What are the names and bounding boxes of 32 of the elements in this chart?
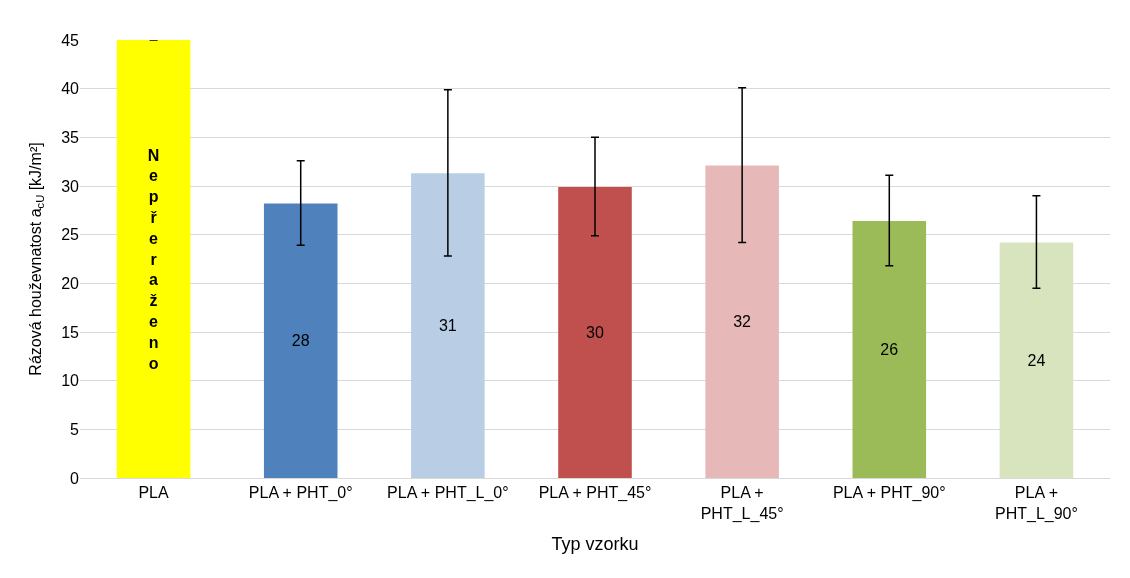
data-label: 28 (291, 332, 310, 350)
x-tick-label: PLA + PHT_90° (832, 484, 946, 503)
x-tick-label: PLA + PHT_L_45° (700, 484, 784, 523)
data-label: 32 (733, 313, 752, 331)
bar (263, 203, 338, 478)
data-label: 24 (1027, 351, 1046, 369)
bar (116, 40, 191, 478)
data-label: 31 (438, 317, 457, 335)
x-tick-label: PLA + PHT_0° (248, 484, 353, 503)
bar (705, 165, 779, 478)
x-tick-label: PLA + PHT_L_0° (387, 484, 509, 503)
y-tick-label: 10 (61, 372, 80, 390)
y-tick-label: 40 (61, 80, 80, 98)
y-tick-label: 0 (70, 469, 80, 487)
bar (999, 242, 1074, 478)
data-label: 26 (880, 341, 899, 359)
y-tick-label: 25 (61, 226, 80, 244)
data-label: 30 (586, 323, 604, 341)
x-tick-label: PLA + PHT_45° (538, 484, 652, 503)
bar (411, 173, 485, 478)
y-tick-label: 15 (61, 323, 80, 341)
y-tick-label: 30 (61, 177, 80, 195)
bar (558, 186, 632, 478)
y-tick-label: 35 (61, 128, 80, 146)
x-tick-label: PLA (138, 484, 170, 502)
y-tick-label: 45 (61, 31, 80, 49)
x-tick-label: PLA + PHT_L_90° (994, 484, 1078, 523)
y-tick-label: 20 (61, 274, 80, 292)
y-tick-label: 5 (70, 420, 80, 438)
text: Nepřeraženo (147, 146, 160, 372)
x-axis-title: Typ vzorku (551, 534, 639, 555)
bar (852, 221, 927, 478)
